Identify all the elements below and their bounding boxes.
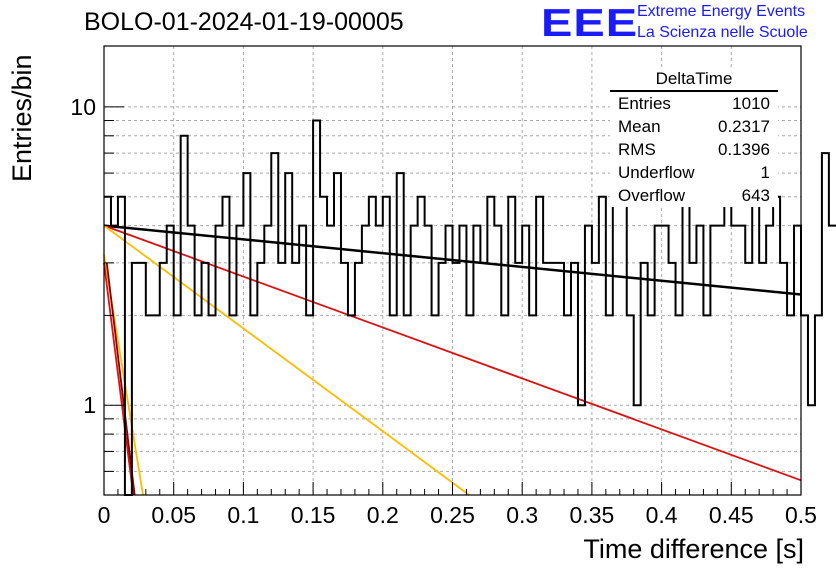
stats-label: Mean [618, 117, 661, 136]
stats-value: 643 [741, 186, 770, 205]
stats-row-rms: RMS 0.1396 [610, 138, 778, 161]
x-tick-label: 0.4 [646, 502, 678, 528]
y-tick-label: 1 [83, 392, 96, 418]
x-tick-label: 0.2 [367, 502, 399, 528]
x-tick-label: 0 [98, 502, 111, 528]
fit-curve-5 [105, 262, 136, 496]
x-tick-label: 0.3 [506, 502, 538, 528]
stats-value: 0.2317 [718, 117, 770, 136]
x-tick-label: 0.35 [570, 502, 615, 528]
stats-label: Underflow [618, 163, 695, 182]
stats-box-name: DeltaTime [610, 68, 778, 92]
fit-curve-1 [103, 224, 802, 482]
stats-row-entries: Entries 1010 [610, 92, 778, 115]
logo-line-2: La Scienza nelle Scuole [637, 24, 808, 41]
x-tick-label: 0.5 [785, 502, 817, 528]
y-tick-label: 10 [70, 94, 96, 120]
stats-row-overflow: Overflow 643 [610, 184, 778, 207]
stats-value: 1010 [732, 94, 770, 113]
x-tick-label: 0.45 [709, 502, 754, 528]
stats-label: Entries [618, 94, 671, 113]
fit-curve-4 [103, 262, 135, 496]
stats-row-underflow: Underflow 1 [610, 161, 778, 184]
x-tick-label: 0.25 [430, 502, 475, 528]
stats-label: RMS [618, 140, 656, 159]
stats-box: DeltaTime Entries 1010 Mean 0.2317 RMS 0… [610, 68, 778, 207]
chart-title: BOLO-01-2024-01-19-00005 [84, 8, 404, 36]
eee-logo: EEE [541, 0, 639, 45]
x-tick-label: 0.15 [291, 502, 336, 528]
x-tick-label: 0.1 [227, 502, 259, 528]
stats-row-mean: Mean 0.2317 [610, 115, 778, 138]
stats-value: 0.1396 [718, 140, 770, 159]
y-axis-label: Entries/bin [7, 54, 37, 182]
axis-ticks [103, 106, 802, 496]
stats-label: Overflow [618, 186, 686, 205]
tick-labels: 0 0.05 0.1 0.15 0.2 0.25 0.3 0.35 0.4 0.45 0.5 1 10 [70, 94, 817, 528]
x-axis-label: Time difference [s] [583, 534, 804, 564]
logo-line-1: Extreme Energy Events [637, 3, 806, 20]
fit-curve-2 [103, 224, 470, 496]
stats-value: 1 [760, 163, 770, 182]
x-tick-label: 0.05 [151, 502, 196, 528]
